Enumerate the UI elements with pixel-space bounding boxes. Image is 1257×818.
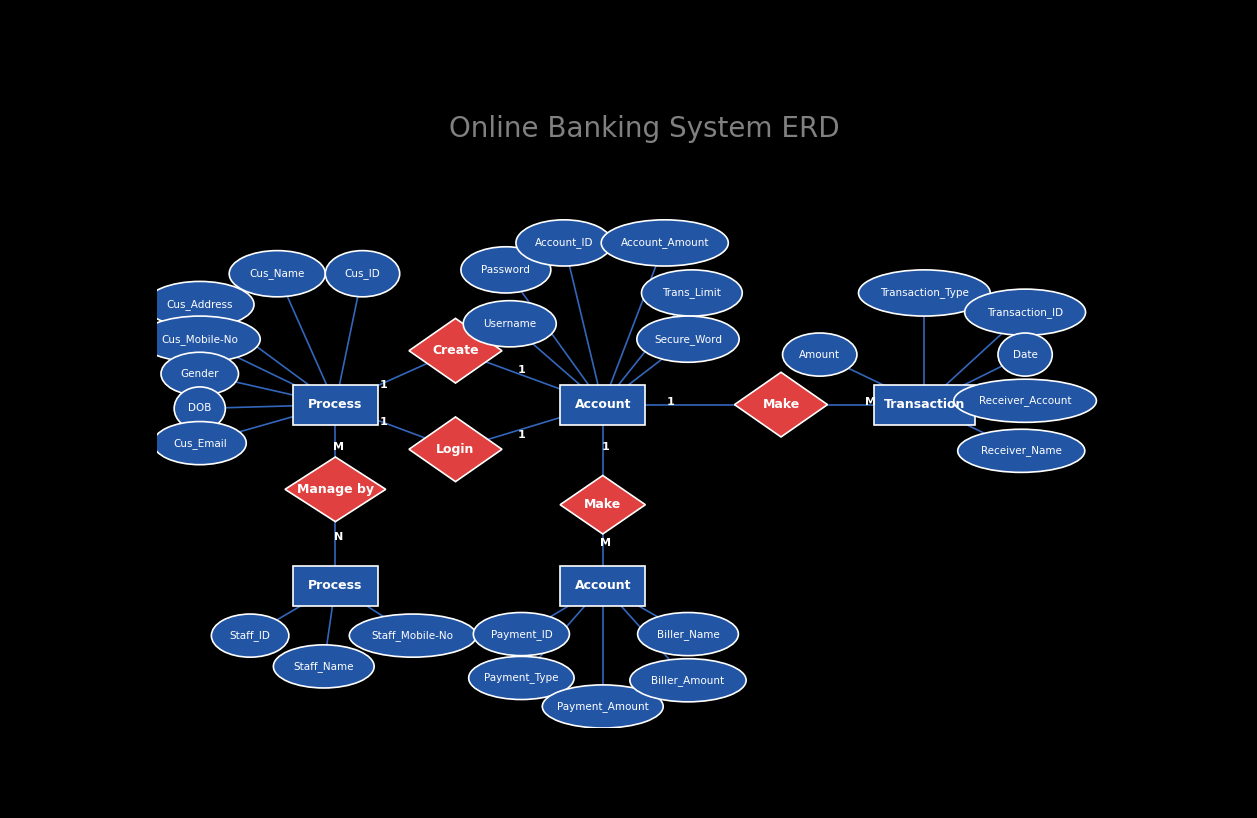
Ellipse shape	[958, 429, 1085, 472]
Text: Cus_ID: Cus_ID	[344, 268, 381, 279]
Text: Account_ID: Account_ID	[534, 237, 593, 249]
Text: Account: Account	[574, 398, 631, 411]
Ellipse shape	[641, 270, 742, 316]
Text: Payment_ID: Payment_ID	[490, 628, 552, 640]
Ellipse shape	[464, 301, 557, 347]
Polygon shape	[409, 318, 502, 383]
Ellipse shape	[153, 421, 246, 465]
Text: Account: Account	[574, 579, 631, 592]
Ellipse shape	[474, 613, 569, 656]
Text: Cus_Mobile-No: Cus_Mobile-No	[161, 334, 238, 344]
FancyBboxPatch shape	[293, 565, 378, 605]
Text: DOB: DOB	[189, 403, 211, 413]
Text: Manage by: Manage by	[297, 483, 373, 496]
Text: Biller_Amount: Biller_Amount	[651, 675, 724, 685]
Text: 1: 1	[518, 365, 525, 375]
Text: Make: Make	[763, 398, 799, 411]
Text: Gender: Gender	[181, 369, 219, 379]
Ellipse shape	[140, 316, 260, 362]
FancyBboxPatch shape	[293, 384, 378, 425]
Text: N: N	[334, 532, 343, 542]
Text: Process: Process	[308, 579, 362, 592]
Text: Login: Login	[436, 443, 475, 456]
Polygon shape	[409, 417, 502, 482]
FancyBboxPatch shape	[561, 384, 645, 425]
Text: Staff_Name: Staff_Name	[293, 661, 354, 672]
Ellipse shape	[859, 270, 991, 316]
Text: M: M	[865, 397, 876, 407]
Text: Make: Make	[585, 498, 621, 511]
Text: M: M	[333, 442, 344, 452]
Text: Payment_Type: Payment_Type	[484, 672, 558, 683]
Polygon shape	[561, 475, 645, 534]
Text: Create: Create	[432, 344, 479, 357]
Text: Username: Username	[483, 319, 537, 329]
Ellipse shape	[469, 656, 574, 699]
Ellipse shape	[461, 247, 551, 293]
Ellipse shape	[998, 333, 1052, 376]
Text: 1: 1	[601, 442, 608, 452]
Ellipse shape	[601, 220, 728, 266]
Text: Date: Date	[1013, 349, 1037, 360]
Ellipse shape	[637, 316, 739, 362]
Text: Account_Amount: Account_Amount	[621, 237, 709, 249]
Text: Password: Password	[481, 265, 530, 275]
Polygon shape	[285, 457, 386, 522]
FancyBboxPatch shape	[561, 565, 645, 605]
Ellipse shape	[175, 387, 225, 430]
Ellipse shape	[964, 289, 1086, 335]
Text: 1: 1	[518, 430, 525, 440]
Text: Transaction_ID: Transaction_ID	[987, 307, 1063, 317]
Text: Biller_Name: Biller_Name	[656, 628, 719, 640]
Text: Online Banking System ERD: Online Banking System ERD	[449, 115, 840, 143]
Ellipse shape	[637, 613, 738, 656]
Text: Cus_Address: Cus_Address	[166, 299, 233, 310]
Text: Trans_Limit: Trans_Limit	[662, 287, 722, 299]
Text: Cus_Email: Cus_Email	[173, 438, 226, 448]
Text: 1: 1	[380, 416, 387, 426]
Ellipse shape	[229, 250, 326, 297]
Ellipse shape	[349, 614, 476, 657]
Ellipse shape	[630, 658, 747, 702]
Text: 1: 1	[666, 397, 674, 407]
Ellipse shape	[515, 220, 612, 266]
Text: M: M	[600, 538, 611, 548]
Ellipse shape	[211, 614, 289, 657]
Text: Staff_Mobile-No: Staff_Mobile-No	[372, 630, 454, 641]
Ellipse shape	[161, 353, 239, 395]
Ellipse shape	[326, 250, 400, 297]
Text: Secure_Word: Secure_Word	[654, 334, 722, 344]
Ellipse shape	[954, 380, 1096, 422]
Text: Staff_ID: Staff_ID	[230, 630, 270, 641]
FancyBboxPatch shape	[874, 384, 974, 425]
Text: Receiver_Account: Receiver_Account	[979, 395, 1071, 407]
Text: Cus_Name: Cus_Name	[250, 268, 305, 279]
Text: Receiver_Name: Receiver_Name	[980, 445, 1062, 456]
Polygon shape	[734, 372, 827, 437]
Ellipse shape	[783, 333, 857, 376]
Ellipse shape	[542, 685, 664, 728]
Text: Amount: Amount	[799, 349, 840, 360]
Ellipse shape	[273, 645, 375, 688]
Ellipse shape	[146, 281, 254, 328]
Text: Transaction_Type: Transaction_Type	[880, 287, 969, 299]
Text: Payment_Amount: Payment_Amount	[557, 701, 649, 712]
Text: 1: 1	[380, 380, 387, 389]
Text: Process: Process	[308, 398, 362, 411]
Text: Transaction: Transaction	[884, 398, 965, 411]
